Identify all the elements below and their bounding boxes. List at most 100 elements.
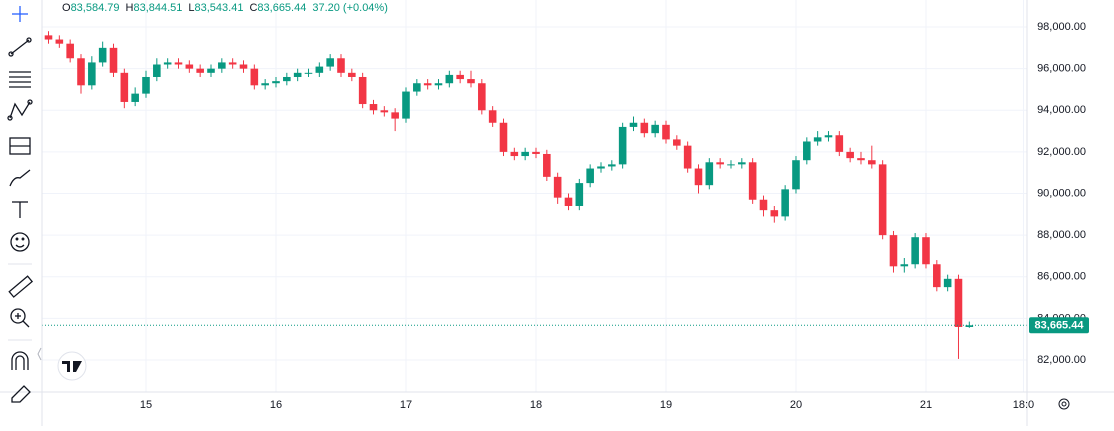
candle-body	[521, 151, 529, 157]
x-tick-label: 19	[660, 399, 672, 411]
candle-body	[532, 151, 540, 154]
candle-body	[293, 72, 302, 77]
candle-body	[283, 76, 291, 82]
candle-body	[564, 197, 573, 206]
pattern-tool[interactable]	[7, 99, 33, 121]
candle-body	[900, 264, 909, 267]
candle-body	[423, 83, 432, 86]
axes: 82,000.0084,000.0086,000.0088,000.0090,0…	[140, 21, 1089, 411]
candle-body	[261, 83, 269, 86]
collapse-toolbar[interactable]	[37, 347, 42, 361]
candle-body	[358, 76, 367, 105]
fib-tool[interactable]	[9, 71, 31, 88]
candle-body	[337, 58, 345, 73]
candle-body	[391, 112, 399, 119]
eraser-tool[interactable]	[11, 385, 31, 403]
candle-body	[98, 47, 107, 63]
candle-body	[618, 126, 627, 165]
legend-value: 83,665.44	[257, 2, 306, 14]
y-tick-label: 86,000.00	[1037, 271, 1086, 283]
icon-tool[interactable]	[10, 232, 30, 252]
text-tool[interactable]	[12, 201, 28, 218]
ohlc-legend: O 83,584.79 H 83,844.51 L 83,543.41 C 83,665.44…	[62, 2, 388, 14]
candle-body	[66, 43, 74, 59]
candle-body	[467, 79, 475, 84]
x-tick-label: 18:0	[1013, 399, 1034, 411]
y-tick-label: 94,000.00	[1037, 104, 1086, 116]
candle-body	[413, 83, 421, 92]
candle-body	[456, 74, 464, 80]
candle-body	[77, 58, 85, 86]
candle-body	[651, 124, 659, 134]
candle-body	[911, 237, 919, 265]
candle-body	[478, 83, 486, 111]
candle-body	[954, 278, 963, 327]
candles	[42, 31, 1027, 359]
ruler-tool[interactable]	[8, 275, 34, 298]
candle-body	[878, 164, 887, 236]
candle-body	[304, 72, 313, 74]
candle-body	[228, 62, 237, 65]
settings-gear[interactable]	[1058, 398, 1070, 410]
crosshair-tool[interactable]	[12, 6, 28, 22]
x-tick-label: 16	[270, 399, 282, 411]
candle-body	[846, 151, 854, 159]
legend-value: 83,844.51	[133, 2, 182, 14]
candle-body	[348, 72, 356, 77]
candle-body	[803, 141, 811, 161]
candle-body	[738, 162, 746, 165]
candle-body	[683, 145, 692, 169]
candle-body	[488, 110, 497, 123]
candle-body	[142, 76, 150, 94]
candle-body	[88, 62, 96, 86]
legend-change: 37.20 (+0.04%)	[312, 2, 388, 14]
trend-line-tool[interactable]	[8, 37, 32, 57]
y-tick-label: 98,000.00	[1037, 21, 1086, 33]
candle-body	[510, 151, 519, 157]
candle-body	[434, 83, 443, 86]
candle-body	[705, 162, 714, 186]
candle-body	[120, 72, 129, 102]
x-tick-label: 18	[530, 399, 542, 411]
candle-body	[694, 168, 703, 186]
candle-body	[608, 164, 616, 167]
candle-body	[44, 35, 53, 40]
tradingview-logo	[57, 351, 87, 381]
legend-key: L	[188, 2, 194, 14]
candle-body	[781, 189, 789, 217]
candle-body	[673, 139, 681, 146]
magnet-tool[interactable]	[11, 351, 29, 370]
last-price-label: 83,665.44	[1035, 320, 1085, 332]
zoom-tool[interactable]	[10, 308, 30, 328]
candle-body	[586, 168, 594, 184]
candle-body	[153, 64, 161, 77]
brush-tool[interactable]	[9, 169, 31, 187]
candle-body	[499, 122, 508, 152]
last-price-box	[1029, 317, 1089, 334]
candle-body	[575, 183, 584, 206]
candle-body	[109, 47, 118, 73]
candle-body	[759, 199, 768, 211]
x-tick-label: 21	[920, 399, 932, 411]
y-tick-label: 92,000.00	[1037, 146, 1086, 158]
drawing-toolbar	[7, 6, 42, 403]
y-tick-label: 82,000.00	[1037, 354, 1086, 366]
candle-body	[748, 162, 757, 200]
candle-body	[835, 135, 844, 152]
forecast-tool[interactable]	[9, 137, 31, 155]
candle-body	[727, 164, 735, 166]
legend-key: C	[249, 2, 257, 14]
candle-body	[326, 58, 334, 67]
x-tick-label: 20	[790, 399, 802, 411]
candle-body	[716, 162, 724, 165]
candle-body	[662, 124, 670, 140]
y-tick-label: 90,000.00	[1037, 187, 1086, 199]
candle-body	[131, 93, 139, 102]
candle-body	[272, 81, 280, 84]
candle-body	[196, 68, 204, 73]
candle-body	[315, 66, 324, 73]
x-tick-label: 15	[140, 399, 152, 411]
grid	[42, 0, 1027, 392]
